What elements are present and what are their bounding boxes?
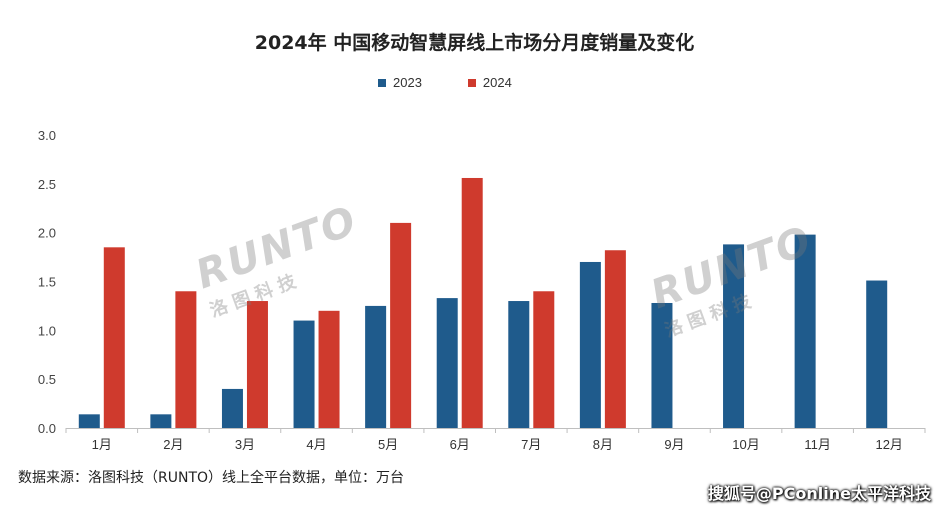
bar-2023-4 bbox=[293, 320, 315, 428]
y-tick-label: 0.0 bbox=[38, 421, 56, 436]
bar-2024-4 bbox=[318, 310, 340, 428]
bar-2023-2 bbox=[150, 414, 172, 428]
bars bbox=[78, 177, 888, 428]
legend-label-2024: 2024 bbox=[482, 75, 512, 90]
bar-2023-6 bbox=[436, 298, 458, 428]
y-tick-label: 2.0 bbox=[38, 226, 56, 241]
x-tick-label: 3月 bbox=[235, 437, 255, 452]
legend-swatch-2024 bbox=[467, 78, 476, 87]
x-tick-label: 7月 bbox=[521, 437, 541, 452]
bar-2023-3 bbox=[221, 388, 243, 428]
x-tick-label: 1月 bbox=[92, 437, 112, 452]
y-tick-label: 2.5 bbox=[38, 177, 56, 192]
x-tick-label: 5月 bbox=[378, 437, 398, 452]
x-tick-label: 11月 bbox=[804, 437, 831, 452]
bar-2024-2 bbox=[175, 291, 197, 428]
y-tick-label: 1.0 bbox=[38, 323, 56, 338]
bar-2023-1 bbox=[78, 414, 100, 428]
legend-swatch-2023 bbox=[378, 78, 386, 87]
legend-item-2024: 2024 bbox=[467, 75, 512, 90]
credit-watermark: 搜狐号@PConline太平洋科技 bbox=[707, 484, 931, 503]
y-tick-label: 0.5 bbox=[38, 372, 56, 387]
bar-2024-7 bbox=[533, 291, 555, 428]
bar-2024-6 bbox=[461, 177, 483, 428]
y-tick-label: 3.0 bbox=[38, 128, 56, 143]
bar-2024-3 bbox=[246, 301, 268, 428]
bar-2023-11 bbox=[794, 234, 816, 428]
y-tick-label: 1.5 bbox=[38, 275, 56, 290]
x-tick-label: 12月 bbox=[875, 437, 902, 452]
x-tick-label: 10月 bbox=[732, 437, 759, 452]
bar-2023-12 bbox=[866, 280, 888, 428]
data-source-note: 数据来源：洛图科技（RUNTO）线上全平台数据，单位：万台 bbox=[18, 470, 405, 486]
x-axis: 1月 2月 3月 4月 5月 6月 7月 8月 9月 10月 11月 12月 bbox=[65, 428, 926, 452]
chart-legend: 2023 2024 bbox=[378, 75, 512, 90]
x-tick-label: 2月 bbox=[163, 437, 183, 452]
bar-2023-10 bbox=[723, 244, 745, 428]
x-tick-label: 8月 bbox=[593, 437, 613, 452]
bar-2023-7 bbox=[508, 301, 530, 428]
legend-item-2023: 2023 bbox=[378, 75, 422, 90]
bar-2023-5 bbox=[365, 305, 387, 428]
bar-2024-1 bbox=[103, 247, 125, 428]
bar-2024-5 bbox=[390, 222, 412, 428]
chart-title: 2024年 中国移动智慧屏线上市场分月度销量及变化 bbox=[254, 32, 695, 54]
legend-label-2023: 2023 bbox=[393, 75, 422, 90]
bar-2023-9 bbox=[651, 302, 673, 428]
bar-2023-8 bbox=[579, 261, 601, 428]
bar-2024-8 bbox=[604, 250, 626, 428]
x-tick-label: 9月 bbox=[664, 437, 684, 452]
x-tick-label: 4月 bbox=[306, 437, 326, 452]
x-tick-label: 6月 bbox=[450, 437, 470, 452]
y-axis: 0.0 0.5 1.0 1.5 2.0 2.5 3.0 bbox=[38, 128, 56, 436]
